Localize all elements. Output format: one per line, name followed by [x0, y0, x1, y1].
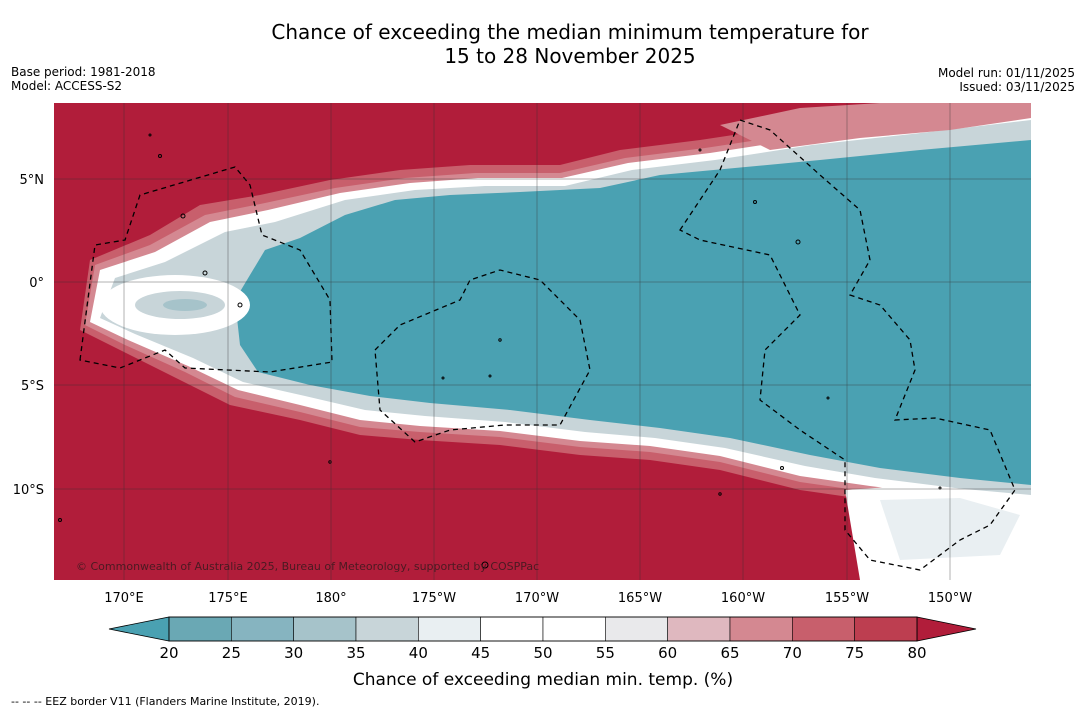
lon-label: 160°W	[721, 591, 765, 606]
lat-label: 0°	[29, 276, 44, 291]
lon-label: 150°W	[928, 591, 972, 606]
islands	[58, 133, 942, 569]
model-run: Model run: 01/11/2025	[937, 66, 1075, 80]
colorbar-label: Chance of exceeding median min. temp. (%…	[353, 670, 733, 690]
lat-label: 5°N	[20, 173, 45, 188]
lat-label: 5°S	[21, 379, 44, 394]
map-area[interactable]	[54, 100, 1031, 580]
colorbar-tick-label: 30	[284, 644, 303, 662]
eez-borders	[79, 119, 1016, 571]
colorbar-under-arrow	[108, 616, 170, 642]
meta-right: Model run: 01/11/2025 Issued: 03/11/2025	[938, 66, 1075, 94]
map-title: Chance of exceeding the median minimum t…	[0, 20, 1085, 68]
title-line-1: Chance of exceeding the median minimum t…	[271, 20, 869, 44]
lon-label: 165°W	[618, 591, 662, 606]
colorbar-bin	[168, 616, 232, 642]
lon-label: 170°E	[104, 591, 144, 606]
lon-label: 180°	[315, 591, 346, 606]
lon-label: 175°W	[412, 591, 456, 606]
base-period: Base period: 1981-2018	[11, 65, 156, 79]
colorbar-bin	[542, 616, 606, 642]
colorbar-bin	[231, 616, 294, 642]
graticule	[54, 103, 1031, 580]
colorbar-tick-label: 60	[658, 644, 677, 662]
colorbar-tick-label: 80	[907, 644, 926, 662]
lon-label: 170°W	[515, 591, 559, 606]
colorbar-tick-label: 45	[471, 644, 490, 662]
colorbar-tick-label: 40	[409, 644, 428, 662]
lat-label: 10°S	[13, 483, 44, 498]
colorbar-bin	[293, 616, 357, 642]
colorbar-tick-label: 55	[596, 644, 615, 662]
model-name: Model: ACCESS-S2	[11, 79, 123, 93]
colorbar-bin	[418, 616, 481, 642]
issued-date: Issued: 03/11/2025	[959, 80, 1075, 94]
colorbar-bin	[667, 616, 731, 642]
lon-label: 155°W	[825, 591, 869, 606]
colorbar-tick-label: 75	[845, 644, 864, 662]
colorbar-tick-label: 65	[720, 644, 739, 662]
title-line-2: 15 to 28 November 2025	[444, 44, 696, 68]
lat-labels: 5°N 0° 5°S 10°S	[13, 173, 44, 498]
colorbar: 20 25 30 35 40 45 50 55 60 65 70 75 80 Chance of exc…	[108, 616, 977, 690]
colorbar-bin	[355, 616, 419, 642]
lon-labels: 170°E 175°E 180° 175°W 170°W 165°W 160°W…	[104, 591, 972, 606]
colorbar-frame	[168, 616, 918, 642]
colorbar-tick-label: 20	[159, 644, 178, 662]
colorbar-bin	[729, 616, 793, 642]
colorbar-tick-label: 35	[346, 644, 365, 662]
cool-core-west	[163, 299, 207, 311]
colorbar-bin	[480, 616, 544, 642]
colorbar-tick-label: 70	[783, 644, 802, 662]
copyright-text: © Commonwealth of Australia 2025, Bureau…	[76, 560, 539, 573]
colorbar-tick-label: 50	[533, 644, 552, 662]
colorbar-bin	[854, 616, 918, 642]
colorbar-tick-label: 25	[222, 644, 241, 662]
warm-band-northeast	[720, 103, 1031, 150]
colorbar-over-arrow	[916, 616, 977, 642]
lon-label: 175°E	[208, 591, 248, 606]
colorbar-bin	[605, 616, 668, 642]
meta-left: Base period: 1981-2018 Model: ACCESS-S2	[11, 65, 156, 93]
footer-note: -- -- -- EEZ border V11 (Flanders Marine…	[11, 695, 320, 708]
colorbar-bin	[792, 616, 855, 642]
